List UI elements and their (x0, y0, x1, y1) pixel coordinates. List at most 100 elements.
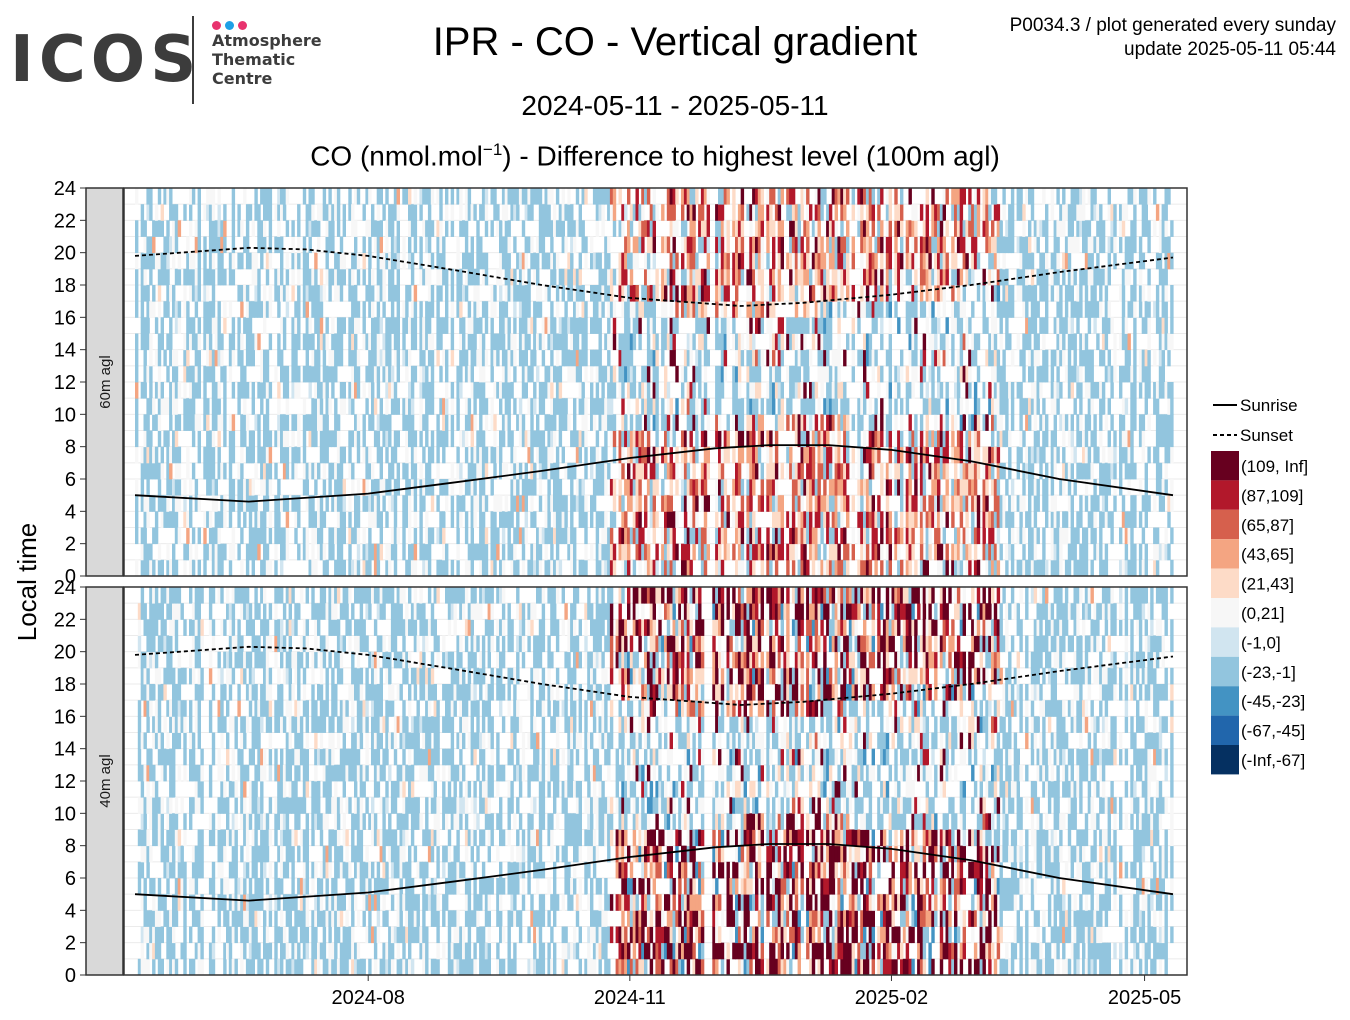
heatmap-cell (672, 430, 676, 448)
heatmap-cell (274, 527, 278, 545)
heatmap-cell (618, 382, 622, 399)
heatmap-cell (635, 398, 639, 415)
heatmap-cell (644, 252, 648, 270)
heatmap-cell (635, 543, 639, 561)
heatmap-cell (194, 220, 199, 237)
heatmap-cell (516, 559, 520, 577)
heatmap-cell (988, 204, 992, 221)
heatmap-cell (806, 414, 810, 431)
heatmap-cell (774, 559, 779, 577)
heatmap-cell (971, 414, 975, 431)
heatmap-cell (692, 220, 696, 237)
heatmap-cell (851, 204, 855, 221)
heatmap-cell (999, 511, 1003, 528)
heatmap-cell (149, 268, 153, 286)
heatmap-cell (285, 462, 290, 480)
heatmap-cell (427, 349, 432, 367)
heatmap-cell (1030, 398, 1035, 415)
heatmap-cell (703, 479, 708, 496)
heatmap-cell (402, 236, 406, 254)
heatmap-cell (470, 511, 474, 528)
heatmap-cell (703, 188, 708, 205)
heatmap-cell (484, 495, 489, 512)
heatmap-cell (1073, 559, 1077, 577)
heatmap-cell (649, 559, 654, 577)
heatmap-cell (732, 495, 736, 512)
heatmap-cell (396, 479, 400, 496)
heatmap-cell (618, 349, 622, 367)
heatmap-cell (1064, 301, 1069, 318)
heatmap-cell (280, 446, 284, 464)
heatmap-cell (1042, 349, 1046, 367)
heatmap-cell (928, 252, 932, 270)
heatmap-cell (1042, 220, 1046, 237)
heatmap-cell (291, 349, 295, 367)
heatmap-cell (493, 462, 497, 480)
heatmap-cell (203, 285, 207, 302)
heatmap-cell (197, 317, 201, 334)
heatmap-cell (527, 430, 531, 448)
heatmap-cell (265, 365, 270, 383)
heatmap-cell (570, 479, 574, 496)
heatmap-cell (402, 317, 406, 334)
heatmap-cell (814, 430, 819, 448)
heatmap-cell (937, 446, 941, 464)
heatmap-cell (991, 220, 995, 237)
heatmap-cell (857, 204, 861, 221)
heatmap-cell (698, 527, 702, 545)
heatmap-cell (590, 365, 594, 383)
heatmap-cell (601, 462, 605, 480)
heatmap-cell (965, 446, 969, 464)
heatmap-cell (243, 430, 247, 448)
heatmap-cell (140, 527, 145, 545)
heatmap-cell (621, 414, 625, 431)
heatmap-cell (675, 414, 679, 431)
heatmap-cell (410, 268, 415, 286)
heatmap-cell (254, 285, 258, 302)
heatmap-cell (737, 559, 742, 577)
heatmap-cell (331, 333, 335, 351)
heatmap-cell (490, 188, 494, 205)
heatmap-cell (211, 365, 216, 383)
heatmap-cell (268, 479, 273, 496)
heatmap-cell (780, 543, 784, 561)
heatmap-cell (786, 188, 790, 205)
heatmap-cell (911, 543, 915, 561)
heatmap-cell (1036, 268, 1040, 286)
heatmap-cell (490, 333, 494, 351)
heatmap-cell (371, 365, 375, 383)
heatmap-cell (794, 462, 799, 480)
heatmap-cell (644, 285, 648, 302)
heatmap-cell (450, 414, 455, 431)
heatmap-cell (379, 414, 383, 431)
heatmap-cell (166, 252, 170, 270)
heatmap-cell (368, 236, 372, 254)
heatmap-cell (311, 333, 315, 351)
heatmap-cell (831, 511, 836, 528)
heatmap-cell (1073, 527, 1077, 545)
heatmap-cell (135, 430, 139, 448)
heatmap-cell (863, 188, 867, 205)
heatmap-cell (908, 462, 912, 480)
heatmap-cell (257, 268, 261, 286)
heatmap-cell (757, 365, 762, 383)
heatmap-cell (956, 479, 961, 496)
heatmap-cell (840, 559, 844, 577)
heatmap-cell (135, 559, 139, 577)
heatmap-cell (786, 398, 790, 415)
heatmap-cell (436, 430, 440, 448)
heatmap-cell (470, 268, 474, 286)
heatmap-cell (379, 462, 383, 480)
heatmap-cell (268, 527, 273, 545)
heatmap-cell (846, 559, 850, 577)
heatmap-cell (311, 527, 315, 545)
heatmap-cell (1008, 462, 1012, 480)
heatmap-cell (649, 349, 654, 367)
heatmap-cell (991, 188, 995, 205)
heatmap-cell (573, 285, 577, 302)
heatmap-cell (607, 252, 611, 270)
heatmap-cell (314, 462, 318, 480)
heatmap-cell (885, 414, 890, 431)
heatmap-cell (666, 462, 671, 480)
heatmap-cell (550, 414, 554, 431)
